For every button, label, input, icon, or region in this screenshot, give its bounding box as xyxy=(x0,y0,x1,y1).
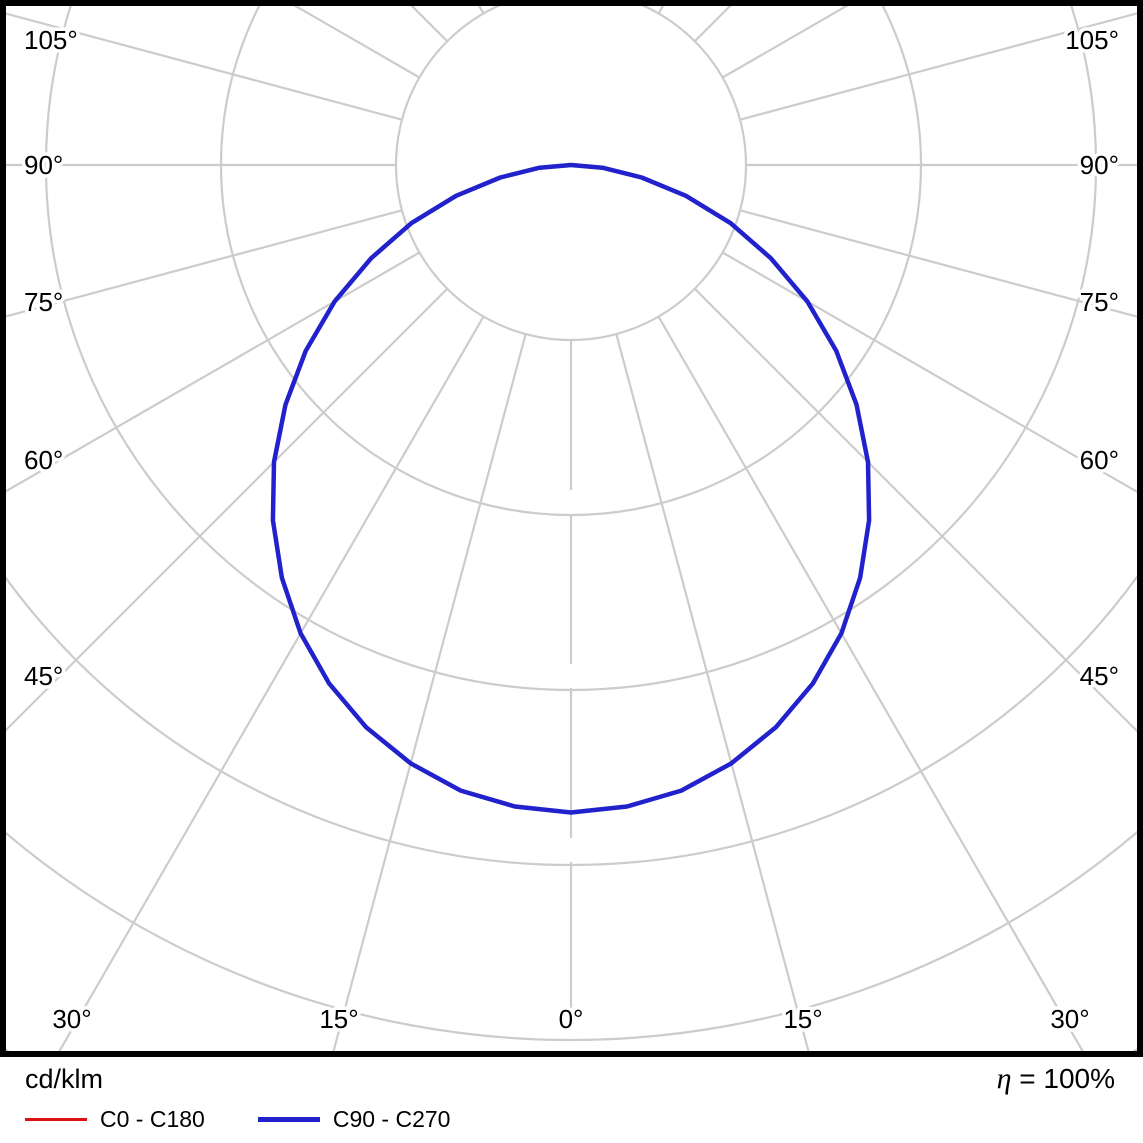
angle-label: 90° xyxy=(1080,150,1119,180)
angle-label: 30° xyxy=(1050,1004,1089,1034)
grid-ray xyxy=(615,333,810,1051)
angle-label: 30° xyxy=(52,1004,91,1034)
grid-ray xyxy=(332,333,527,1051)
grid-ray xyxy=(6,209,403,318)
legend-footer: cd/klm η = 100% C0 - C180 C90 - C270 xyxy=(0,1060,1143,1143)
grid-ray xyxy=(6,12,403,121)
angle-label: 0° xyxy=(559,1004,584,1034)
grid-ray xyxy=(6,287,449,732)
angle-label: 75° xyxy=(1080,287,1119,317)
efficiency-label: η = 100% xyxy=(997,1062,1115,1096)
legend: C0 - C180 C90 - C270 xyxy=(25,1106,450,1133)
angle-label: 75° xyxy=(24,287,63,317)
grid-ray xyxy=(739,209,1137,318)
angle-label: 15° xyxy=(783,1004,822,1034)
polar-intensity-chart: 0° 15° 15° 30° 30° 45° 45° 60° 60° 75° 75° 90° 90° 10… xyxy=(0,0,1143,1057)
curve-c90-c270 xyxy=(270,162,872,815)
angle-label: 105° xyxy=(1065,25,1119,55)
grid-ray xyxy=(58,316,485,1051)
angle-label: 45° xyxy=(24,661,63,691)
angle-label: 105° xyxy=(24,25,78,55)
angle-label: 60° xyxy=(24,445,63,475)
angle-label: 60° xyxy=(1080,445,1119,475)
grid-ray xyxy=(722,251,1137,494)
angle-label: 45° xyxy=(1080,661,1119,691)
grid-ray xyxy=(739,12,1137,121)
legend-label-c90-c270: C90 - C270 xyxy=(332,1106,451,1132)
curve-layer xyxy=(270,162,872,815)
angle-label: 90° xyxy=(24,150,63,180)
angle-label: 15° xyxy=(319,1004,358,1034)
unit-label: cd/klm xyxy=(25,1064,104,1094)
c0-c180-line-swatch xyxy=(25,1118,87,1121)
legend-label-c0-c180: C0 - C180 xyxy=(100,1106,205,1132)
eta-value: = 100% xyxy=(1011,1063,1115,1094)
eta-symbol: η xyxy=(996,1062,1012,1095)
grid-ring xyxy=(6,830,1137,1041)
angle-label-layer: 0° 15° 15° 30° 30° 45° 45° 60° 60° 75° 75° 90° 90° 10… xyxy=(21,22,1123,1038)
grid-ray xyxy=(6,251,420,493)
grid-ray xyxy=(693,287,1137,733)
grid-layer xyxy=(6,6,1137,1051)
grid-ray xyxy=(657,316,1084,1051)
plot-border xyxy=(0,0,1143,1057)
c90-c270-line-swatch xyxy=(257,1117,320,1122)
